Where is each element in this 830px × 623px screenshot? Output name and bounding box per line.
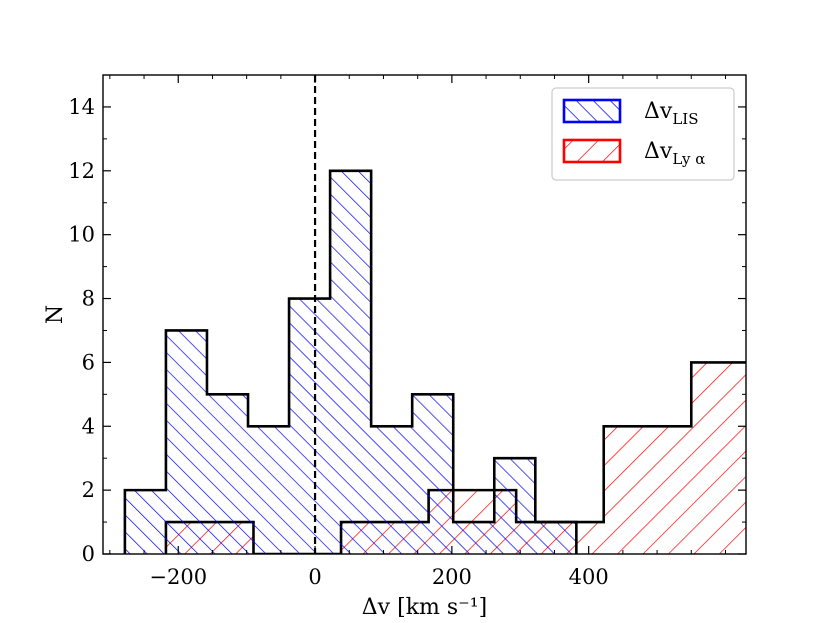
plot-area — [123, 169, 830, 554]
x-tick-label: 0 — [308, 565, 321, 589]
legend-label: ΔvLIS — [644, 99, 699, 128]
y-tick-label: 4 — [82, 414, 95, 438]
y-tick-label: 6 — [82, 350, 95, 374]
histogram-bar — [371, 426, 413, 554]
histogram-bar — [165, 330, 207, 554]
histogram-bar — [691, 362, 746, 554]
legend-label: ΔvLy α — [644, 139, 705, 168]
histogram-bar — [330, 170, 372, 554]
axis-labels: −200 0 200 400 0 2 4 6 8 10 12 14 Δv [km s⁻¹] N — [43, 95, 609, 620]
legend: ΔvLIS ΔvLy α — [551, 87, 735, 181]
plot-frame — [102, 74, 747, 555]
y-tick-label: 14 — [68, 95, 95, 119]
x-tick-label: 400 — [569, 565, 609, 589]
histogram-outline — [123, 169, 578, 554]
x-axis-title: Δv [km s⁻¹] — [362, 595, 487, 620]
axes — [102, 74, 747, 555]
histogram-bar — [494, 458, 536, 554]
histogram-bar — [248, 426, 290, 554]
series-lis — [123, 169, 578, 554]
histogram-bar — [124, 490, 166, 554]
x-tick-label: −200 — [149, 565, 207, 589]
y-tick-label: 0 — [82, 542, 95, 566]
y-axis-title: N — [43, 305, 68, 324]
histogram-bar — [412, 394, 454, 554]
histogram-bar — [779, 426, 830, 554]
histogram-bar — [453, 522, 495, 554]
x-tick-label: 200 — [432, 565, 472, 589]
y-tick-label: 10 — [68, 223, 95, 247]
y-tick-label: 12 — [68, 159, 95, 183]
y-tick-label: 8 — [82, 287, 95, 311]
histogram-bar — [206, 394, 249, 554]
y-tick-label: 2 — [82, 478, 95, 502]
legend-swatch — [562, 138, 622, 164]
histogram-bar — [535, 522, 577, 554]
histogram-bar — [289, 298, 331, 554]
legend-swatch — [562, 98, 622, 124]
histogram-bar — [603, 426, 692, 554]
